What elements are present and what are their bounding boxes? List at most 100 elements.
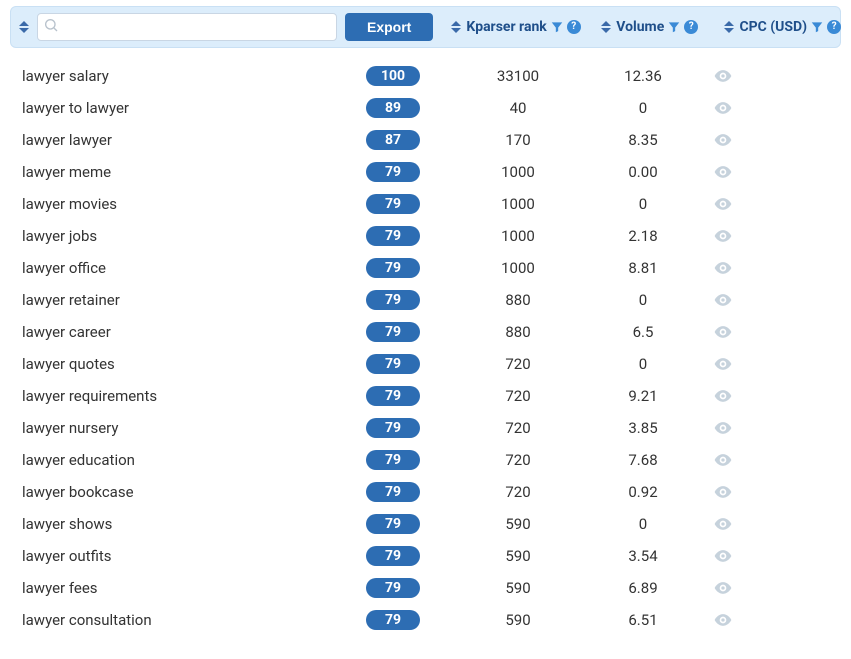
table-row: lawyer to lawyer89400 — [18, 92, 833, 124]
visibility-toggle[interactable] — [708, 194, 738, 214]
keyword-cell: lawyer salary — [18, 67, 328, 85]
rank-cell: 87 — [328, 130, 458, 150]
keyword-cell: lawyer education — [18, 451, 328, 469]
help-icon[interactable]: ? — [827, 20, 841, 34]
rank-cell: 79 — [328, 162, 458, 182]
rank-cell: 79 — [328, 450, 458, 470]
cpc-cell: 0.00 — [578, 163, 708, 181]
volume-cell: 33100 — [458, 67, 578, 85]
cpc-cell: 0 — [578, 99, 708, 117]
cpc-cell: 0 — [578, 291, 708, 309]
table-body: lawyer salary1003310012.36lawyer to lawy… — [10, 48, 841, 636]
cpc-cell: 2.18 — [578, 227, 708, 245]
keyword-cell: lawyer retainer — [18, 291, 328, 309]
table-row: lawyer quotes797200 — [18, 348, 833, 380]
rank-pill: 79 — [366, 514, 420, 534]
rank-pill: 79 — [366, 450, 420, 470]
cpc-cell: 7.68 — [578, 451, 708, 469]
rank-cell: 79 — [328, 610, 458, 630]
cpc-cell: 0.92 — [578, 483, 708, 501]
keyword-cell: lawyer outfits — [18, 547, 328, 565]
visibility-toggle[interactable] — [708, 130, 738, 150]
visibility-toggle[interactable] — [708, 610, 738, 630]
sort-down-icon — [601, 28, 611, 33]
column-header-rank[interactable]: Kparser rank ? — [449, 18, 580, 36]
cpc-cell: 9.21 — [578, 387, 708, 405]
filter-icon[interactable] — [810, 20, 824, 34]
sort-keyword-toggle[interactable] — [19, 18, 29, 36]
table-row: lawyer shows795900 — [18, 508, 833, 540]
visibility-toggle[interactable] — [708, 578, 738, 598]
table-row: lawyer office 79 10008.81 — [18, 252, 833, 284]
rank-pill: 79 — [366, 194, 420, 214]
table-row: lawyer retainer798800 — [18, 284, 833, 316]
rank-cell: 79 — [328, 194, 458, 214]
sort-down-icon — [724, 28, 734, 33]
visibility-toggle[interactable] — [708, 226, 738, 246]
rank-pill: 79 — [366, 418, 420, 438]
rank-cell: 79 — [328, 258, 458, 278]
keyword-cell: lawyer to lawyer — [18, 99, 328, 117]
rank-pill: 79 — [366, 162, 420, 182]
rank-pill: 79 — [366, 610, 420, 630]
volume-cell: 1000 — [458, 195, 578, 213]
table-row: lawyer bookcase797200.92 — [18, 476, 833, 508]
filter-icon[interactable] — [550, 20, 564, 34]
volume-cell: 1000 — [458, 163, 578, 181]
cpc-cell: 6.5 — [578, 323, 708, 341]
visibility-toggle[interactable] — [708, 546, 738, 566]
search-input[interactable] — [37, 13, 337, 41]
keyword-cell: lawyer consultation — [18, 611, 328, 629]
help-icon[interactable]: ? — [684, 20, 698, 34]
rank-pill: 79 — [366, 258, 420, 278]
cpc-cell: 0 — [578, 515, 708, 533]
keyword-cell: lawyer bookcase — [18, 483, 328, 501]
keyword-cell: lawyer office — [18, 259, 328, 277]
table-row: lawyer meme7910000.00 — [18, 156, 833, 188]
rank-pill: 79 — [366, 226, 420, 246]
sort-volume-toggle[interactable] — [599, 18, 613, 36]
visibility-toggle[interactable] — [708, 258, 738, 278]
keyword-cell: lawyer fees — [18, 579, 328, 597]
rank-cell: 79 — [328, 322, 458, 342]
cpc-cell: 8.81 — [578, 259, 708, 277]
column-label: Kparser rank — [466, 19, 546, 35]
sort-down-icon — [451, 28, 461, 33]
rank-cell: 79 — [328, 418, 458, 438]
volume-cell: 590 — [458, 611, 578, 629]
cpc-cell: 6.51 — [578, 611, 708, 629]
help-icon[interactable]: ? — [567, 20, 581, 34]
visibility-toggle[interactable] — [708, 450, 738, 470]
visibility-toggle[interactable] — [708, 162, 738, 182]
visibility-toggle[interactable] — [708, 482, 738, 502]
sort-rank-toggle[interactable] — [449, 18, 463, 36]
column-header-volume[interactable]: Volume ? — [589, 18, 709, 36]
volume-cell: 720 — [458, 451, 578, 469]
visibility-toggle[interactable] — [708, 66, 738, 86]
column-header-cpc[interactable]: CPC (USD) ? — [717, 18, 847, 36]
table-row: lawyer career798806.5 — [18, 316, 833, 348]
table-row: lawyer fees795906.89 — [18, 572, 833, 604]
rank-pill: 79 — [366, 578, 420, 598]
keyword-table-container: Export Kparser rank ? Volume ? — [0, 0, 851, 646]
table-row: lawyer education 79 7207.68 — [18, 444, 833, 476]
column-label: CPC (USD) — [739, 19, 807, 35]
visibility-toggle[interactable] — [708, 354, 738, 374]
table-row: lawyer requirements797209.21 — [18, 380, 833, 412]
filter-icon[interactable] — [667, 20, 681, 34]
export-button[interactable]: Export — [345, 13, 433, 41]
volume-cell: 1000 — [458, 259, 578, 277]
visibility-toggle[interactable] — [708, 514, 738, 534]
visibility-toggle[interactable] — [708, 290, 738, 310]
visibility-toggle[interactable] — [708, 386, 738, 406]
volume-cell: 590 — [458, 579, 578, 597]
rank-pill: 79 — [366, 322, 420, 342]
volume-cell: 170 — [458, 131, 578, 149]
visibility-toggle[interactable] — [708, 98, 738, 118]
sort-cpc-toggle[interactable] — [722, 18, 736, 36]
table-row: lawyer movies7910000 — [18, 188, 833, 220]
rank-pill: 79 — [366, 546, 420, 566]
visibility-toggle[interactable] — [708, 418, 738, 438]
visibility-toggle[interactable] — [708, 322, 738, 342]
sort-up-icon — [19, 21, 29, 26]
